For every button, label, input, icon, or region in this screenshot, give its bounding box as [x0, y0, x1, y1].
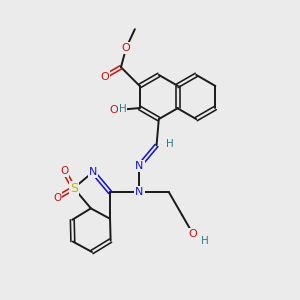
Text: S: S [70, 182, 78, 195]
Text: N: N [89, 167, 97, 177]
Text: H: H [201, 236, 208, 246]
Text: O: O [53, 193, 61, 202]
Text: H: H [166, 139, 174, 149]
Text: O: O [189, 230, 198, 239]
Text: N: N [135, 187, 144, 197]
Text: O: O [100, 72, 109, 82]
Text: N: N [135, 161, 144, 171]
Text: O: O [60, 167, 68, 176]
Text: H: H [119, 104, 127, 114]
Text: O: O [122, 43, 130, 53]
Text: O: O [109, 105, 118, 115]
